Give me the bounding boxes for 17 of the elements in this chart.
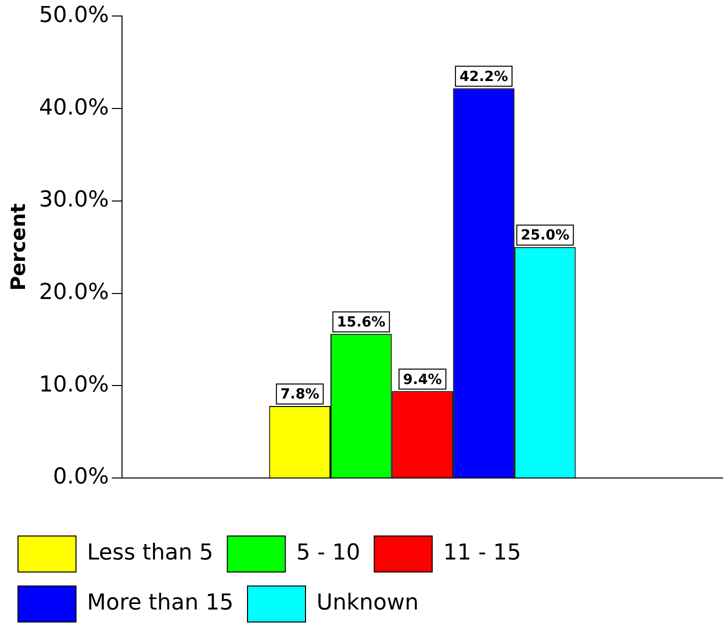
data-label: 15.6% [336, 314, 386, 331]
y-tick-label: 10.0% [39, 372, 109, 398]
legend-label: More than 15 [87, 590, 234, 616]
data-label: 9.4% [403, 372, 442, 388]
data-label: 42.2% [459, 68, 508, 85]
y-tick-label: 30.0% [39, 188, 109, 213]
legend-label: Unknown [316, 590, 419, 616]
y-tick-label: 0.0% [52, 464, 109, 490]
data-label: 7.8% [280, 386, 320, 403]
data-label: 25.0% [520, 228, 570, 244]
legend-label: 11 - 15 [443, 540, 522, 566]
legend-label: 5 - 10 [296, 540, 360, 566]
legend-label: Less than 5 [87, 540, 214, 566]
y-tick-label: 50.0% [39, 2, 109, 28]
y-tick-label: 40.0% [39, 95, 109, 120]
y-axis-title: Percent [6, 203, 30, 291]
y-tick-label: 20.0% [39, 280, 109, 305]
